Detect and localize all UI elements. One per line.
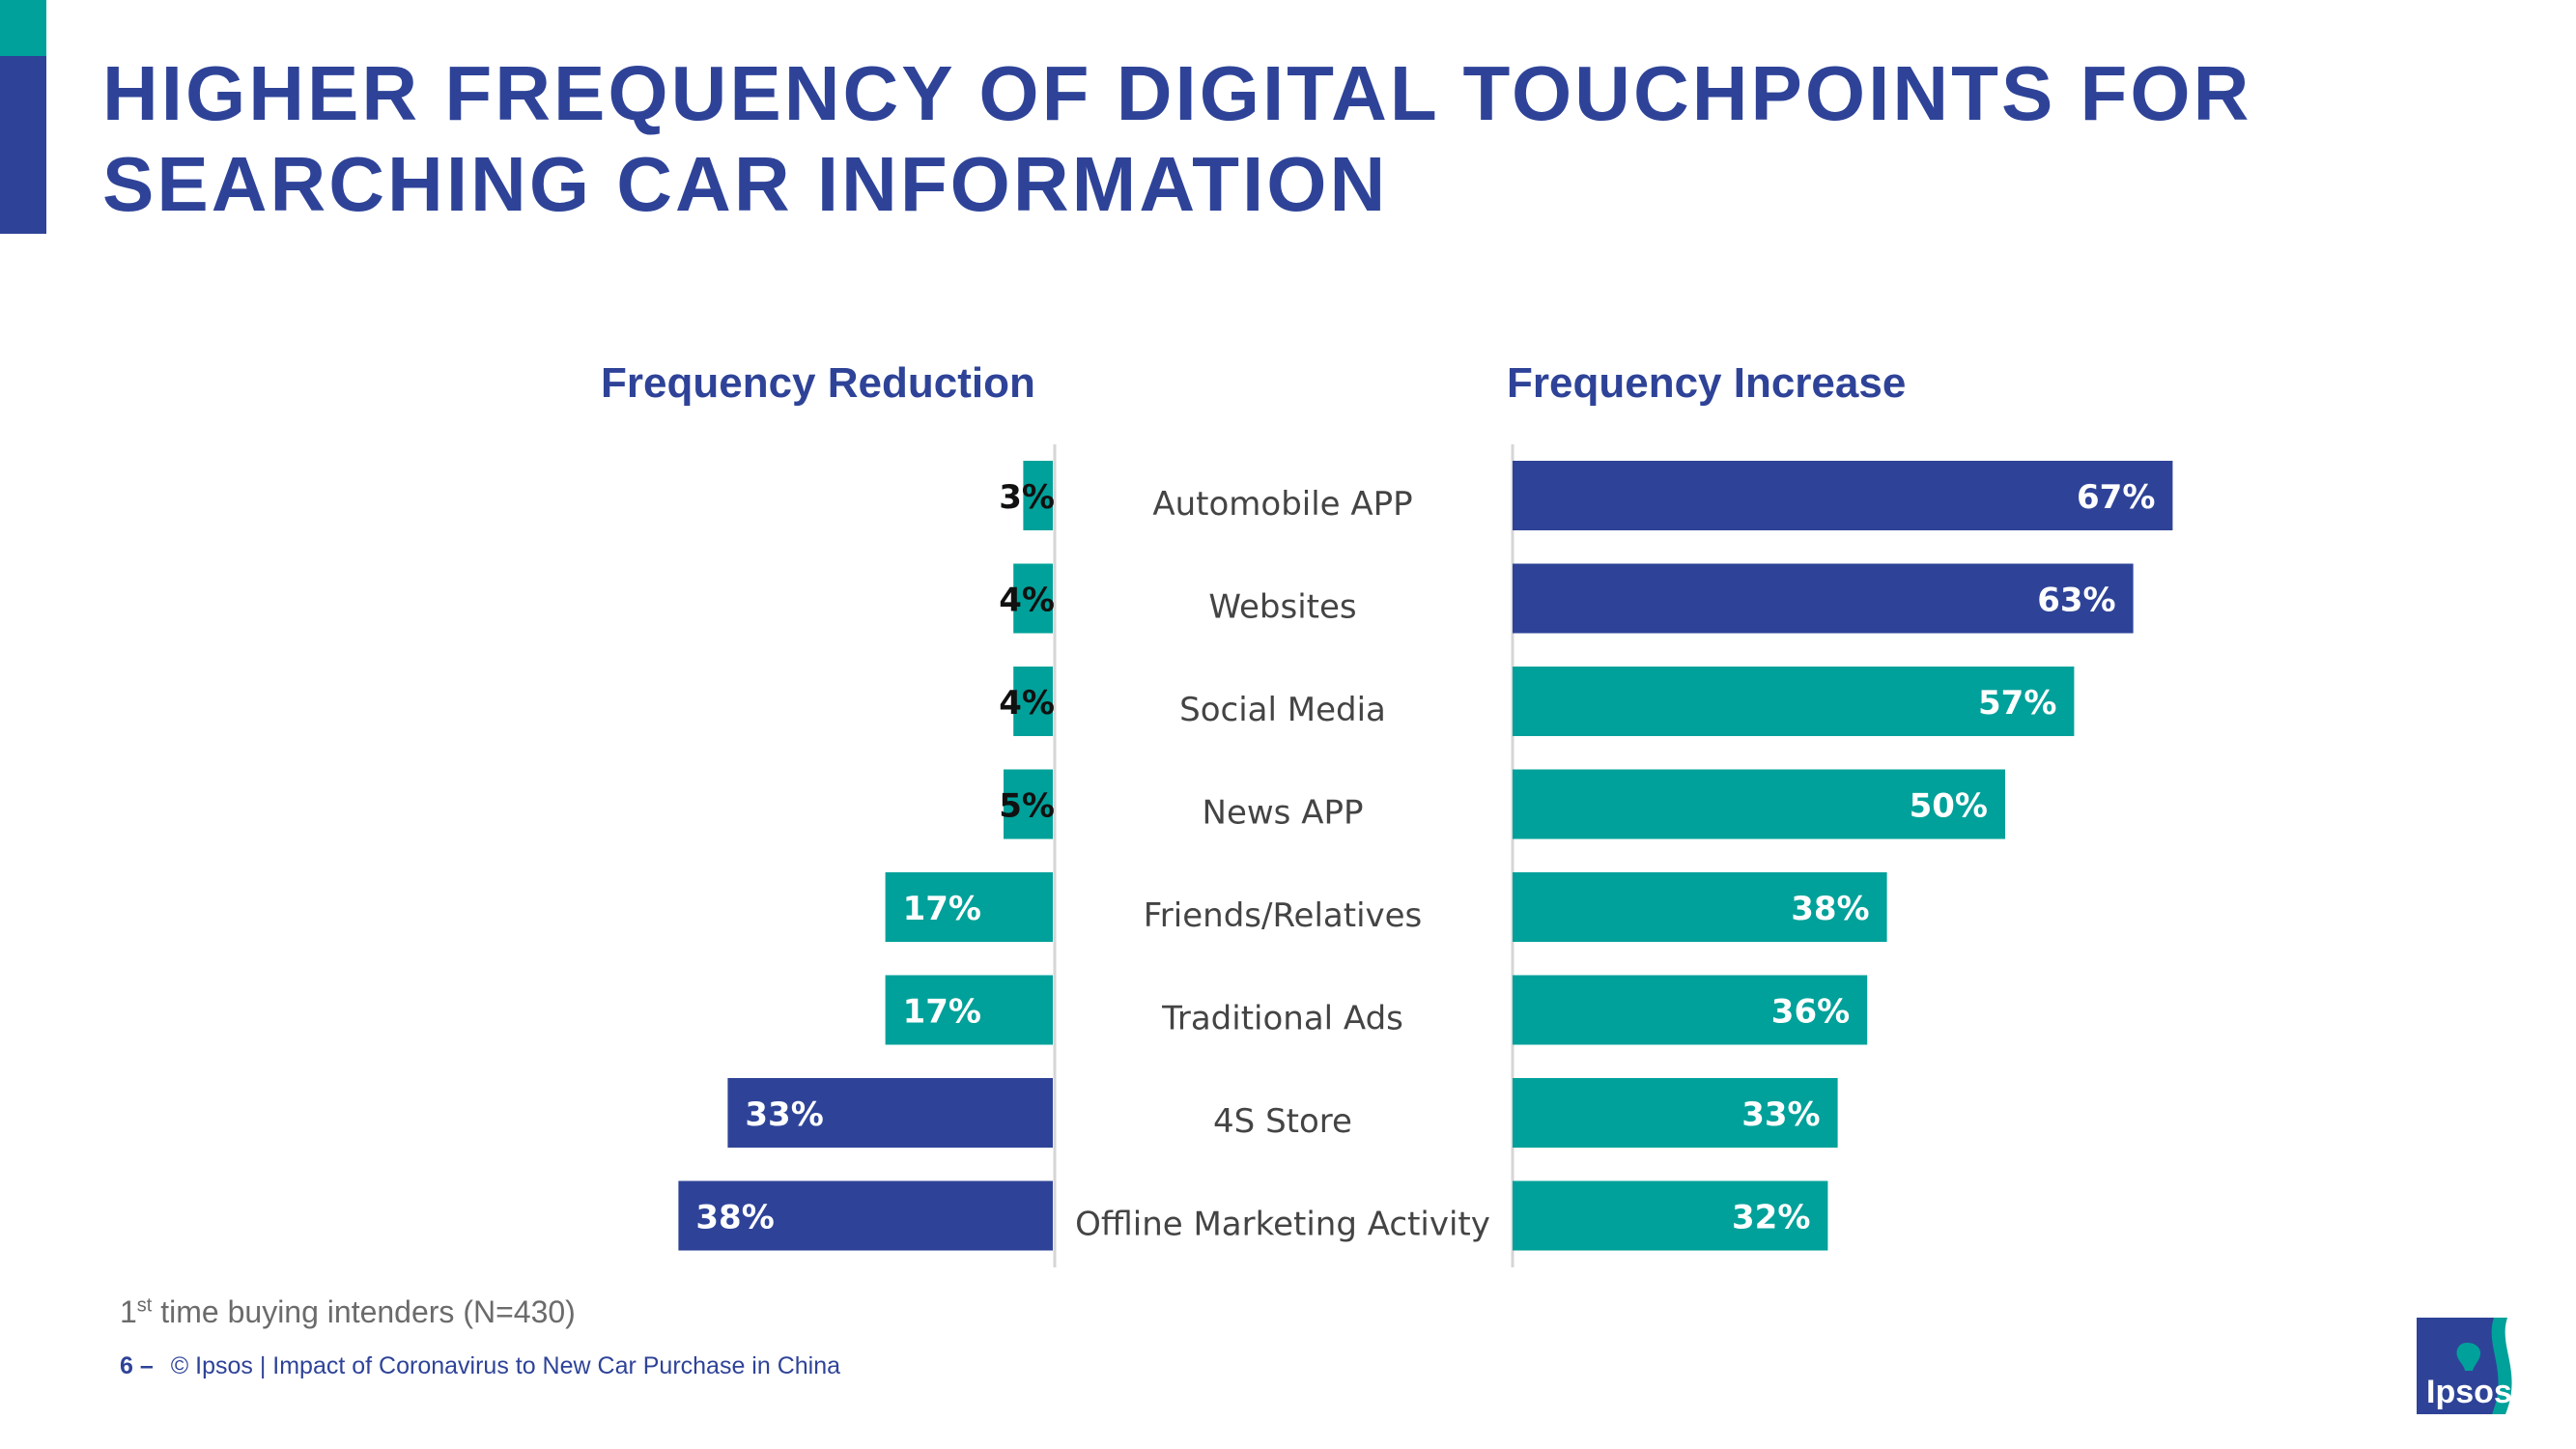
increase-value-label: 33% (1741, 1095, 1820, 1134)
reduction-value-label: 5% (999, 787, 1055, 826)
category-label: News APP (1203, 794, 1364, 833)
reduction-bar (885, 975, 1053, 1045)
reduction-bar (885, 872, 1053, 942)
increase-bar (1513, 769, 2005, 839)
slide-title: HIGHER FREQUENCY OF DIGITAL TOUCHPOINTS … (102, 48, 2420, 230)
increase-bar (1513, 1078, 1838, 1148)
footnote-text: time buying intenders (N=430) (152, 1294, 576, 1329)
increase-value-label: 32% (1732, 1199, 1810, 1237)
footer-text: © Ipsos | Impact of Coronavirus to New C… (170, 1352, 841, 1379)
category-label: Offline Marketing Activity (1075, 1206, 1490, 1244)
reduction-bar (1013, 563, 1053, 634)
footnote-number: 1 (120, 1294, 137, 1329)
increase-bar (1513, 563, 2134, 634)
reduction-value-label: 17% (903, 890, 981, 928)
reduction-value-label: 17% (903, 993, 981, 1032)
reduction-bar (1004, 769, 1053, 839)
logo-text: Ipsos (2426, 1374, 2512, 1410)
reduction-value-label: 4% (999, 582, 1055, 620)
reduction-value-label: 33% (745, 1095, 823, 1134)
reduction-value-label: 3% (999, 478, 1055, 517)
increase-value-label: 57% (1978, 684, 2056, 723)
increase-value-label: 63% (2037, 582, 2115, 620)
category-label: 4S Store (1213, 1102, 1352, 1141)
increase-value-label: 50% (1910, 787, 1988, 826)
reduction-bar (727, 1078, 1053, 1148)
reduction-bar (1013, 667, 1053, 736)
reduction-heading: Frequency Reduction (601, 359, 1035, 407)
category-label: Social Media (1179, 691, 1386, 729)
category-label: Friends/Relatives (1144, 896, 1423, 935)
increase-bar (1513, 667, 2075, 736)
ipsos-logo-icon: Ipsos (2417, 1318, 2521, 1414)
category-label: Automobile APP (1152, 485, 1412, 524)
footnote: 1st time buying intenders (N=430) (120, 1294, 576, 1330)
increase-value-label: 67% (2077, 478, 2155, 517)
page-number: 6 – (120, 1352, 154, 1379)
increase-bar (1513, 461, 2173, 530)
category-label: Traditional Ads (1161, 1000, 1403, 1038)
accent-bar-top (0, 0, 46, 56)
increase-heading: Frequency Increase (1507, 359, 1907, 407)
increase-value-label: 36% (1771, 993, 1850, 1032)
increase-value-label: 38% (1791, 890, 1869, 928)
footnote-superscript: st (136, 1294, 153, 1317)
reduction-value-label: 4% (999, 684, 1055, 723)
increase-bar (1513, 1180, 1828, 1251)
title-line-1: HIGHER FREQUENCY OF DIGITAL TOUCHPOINTS … (102, 50, 2252, 136)
category-label: Websites (1208, 588, 1356, 627)
reduction-bar (678, 1180, 1053, 1251)
reduction-value-label: 38% (695, 1199, 774, 1237)
footer: 6 – © Ipsos | Impact of Coronavirus to Ne… (120, 1352, 840, 1380)
reduction-bar (1023, 461, 1053, 530)
increase-bar (1513, 872, 1887, 942)
title-line-2: SEARCHING CAR INFORMATION (102, 141, 1389, 227)
increase-bar (1513, 975, 1868, 1045)
